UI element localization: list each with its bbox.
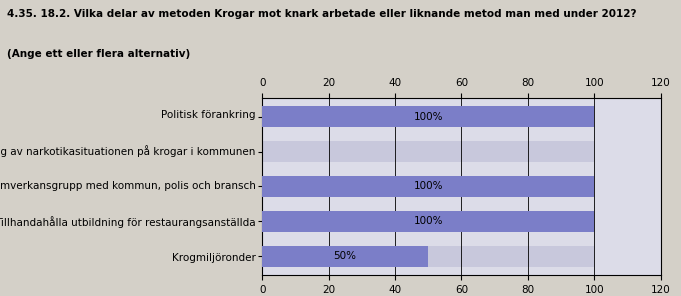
- Bar: [262, 176, 594, 197]
- Text: Krogmiljöronder: Krogmiljöronder: [172, 252, 255, 263]
- Text: 100%: 100%: [413, 181, 443, 192]
- Bar: [262, 106, 594, 127]
- Text: Politisk förankring: Politisk förankring: [161, 110, 255, 120]
- Bar: [262, 246, 594, 267]
- Text: Tillhandahålla utbildning för restaurangsanställda: Tillhandahålla utbildning för restaurang…: [0, 216, 255, 228]
- Bar: [262, 176, 594, 197]
- Text: 50%: 50%: [334, 251, 357, 261]
- Bar: [262, 141, 594, 163]
- Bar: [262, 210, 594, 232]
- Bar: [262, 246, 428, 267]
- Text: (Ange ett eller flera alternativ): (Ange ett eller flera alternativ): [7, 49, 190, 59]
- Bar: [262, 210, 594, 232]
- Text: Samverkansgrupp med kommun, polis och bransch: Samverkansgrupp med kommun, polis och br…: [0, 181, 255, 192]
- Text: Kartläggning av narkotikasituationen på krogar i kommunen: Kartläggning av narkotikasituationen på …: [0, 145, 255, 157]
- Text: 4.35. 18.2. Vilka delar av metoden Krogar mot knark arbetade eller liknande meto: 4.35. 18.2. Vilka delar av metoden Kroga…: [7, 9, 636, 19]
- Text: 100%: 100%: [413, 112, 443, 122]
- Bar: [262, 106, 594, 127]
- Text: 100%: 100%: [413, 216, 443, 226]
